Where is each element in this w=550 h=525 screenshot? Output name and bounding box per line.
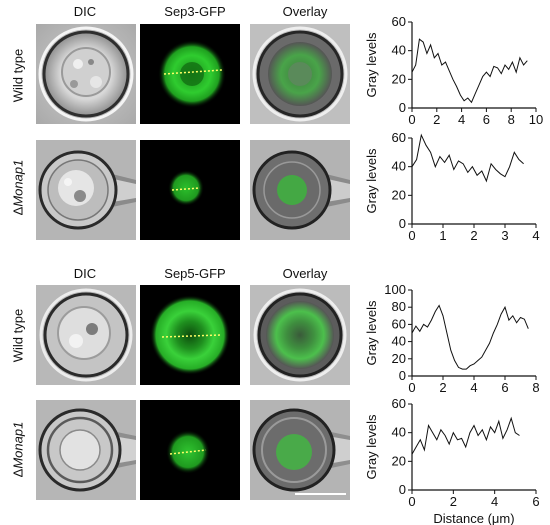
- x-tick-label: 2: [470, 228, 477, 243]
- row-label-wild-type-a: Wild type: [10, 48, 26, 103]
- y-tick-label: 60: [392, 396, 406, 411]
- y-tick-label: 20: [392, 187, 406, 202]
- row-label-monap1-a: ΔMonap1: [10, 159, 26, 216]
- x-tick-label: 2: [433, 112, 440, 127]
- series-line: [411, 133, 524, 183]
- x-tick-label: 4: [532, 228, 539, 243]
- overlay-image-wildtype-sep5: [250, 285, 350, 385]
- x-tick-label: 8: [532, 380, 539, 395]
- y-tick-label: 60: [392, 14, 406, 29]
- x-tick-label: 0: [408, 112, 415, 127]
- dic-image-monap1-sep5: [36, 400, 136, 500]
- dic-image-wildtype-sep3: [36, 24, 136, 124]
- gray-level-plot-3: 0 20 40 60 80 100 0 2 4 6 8 Gray levels: [360, 282, 550, 395]
- x-tick-label: 6: [501, 380, 508, 395]
- y-tick-label: 0: [399, 216, 406, 231]
- overlay-image-wildtype-sep3: [250, 24, 350, 124]
- y-tick-label: 0: [399, 100, 406, 115]
- x-tick-label: 1: [439, 228, 446, 243]
- x-tick-label: 6: [483, 112, 490, 127]
- y-tick-label: 80: [392, 299, 406, 314]
- x-tick-label: 2: [450, 494, 457, 509]
- row-label-monap1-b: ΔMonap1: [10, 421, 26, 478]
- series-line: [411, 38, 528, 104]
- x-tick-label: 10: [529, 112, 543, 127]
- column-header-overlay-a: Overlay: [282, 4, 328, 19]
- x-tick-label: 0: [408, 380, 415, 395]
- y-tick-label: 40: [392, 334, 406, 349]
- x-tick-label: 4: [458, 112, 465, 127]
- series-line: [411, 416, 520, 455]
- y-tick-label: 0: [399, 482, 406, 497]
- y-axis-label: Gray levels: [364, 32, 379, 98]
- column-header-overlay-b: Overlay: [282, 266, 328, 281]
- x-tick-label: 4: [491, 494, 498, 509]
- x-tick-label: 2: [439, 380, 446, 395]
- x-tick-label: 0: [408, 494, 415, 509]
- x-axis-label: Distance (μm): [433, 511, 514, 525]
- gray-level-plot-1: 0 20 40 60 0 2 4 6 8 10 Gray levels: [360, 14, 550, 127]
- y-tick-label: 0: [399, 368, 406, 383]
- gfp-image-monap1-sep3: [140, 140, 240, 240]
- y-axis-label: Gray levels: [364, 414, 379, 480]
- y-tick-label: 100: [384, 282, 406, 297]
- x-tick-label: 8: [508, 112, 515, 127]
- overlay-image-monap1-sep5: [250, 400, 350, 500]
- overlay-image-monap1-sep3: [250, 140, 350, 240]
- y-axis-label: Gray levels: [364, 148, 379, 214]
- column-header-dic-a: DIC: [73, 4, 97, 19]
- x-tick-label: 0: [408, 228, 415, 243]
- gray-level-plot-4: 0 20 40 60 0 2 4 6 Gray levels Distance (μm): [360, 396, 550, 525]
- column-header-gfp-b: Sep5-GFP: [164, 266, 226, 281]
- y-tick-label: 20: [392, 453, 406, 468]
- series-line: [411, 304, 529, 370]
- gfp-image-wildtype-sep5: [140, 285, 240, 385]
- gray-level-plot-2: 0 20 40 60 0 1 2 3 4 Gray levels: [360, 130, 550, 243]
- x-tick-label: 3: [501, 228, 508, 243]
- x-tick-label: 4: [470, 380, 477, 395]
- x-tick-label: 6: [532, 494, 539, 509]
- y-tick-label: 40: [392, 425, 406, 440]
- y-tick-label: 20: [392, 351, 406, 366]
- column-header-dic-b: DIC: [73, 266, 97, 281]
- gfp-image-monap1-sep5: [140, 400, 240, 500]
- dic-image-wildtype-sep5: [36, 285, 136, 385]
- y-tick-label: 40: [392, 159, 406, 174]
- column-header-gfp-a: Sep3-GFP: [164, 4, 226, 19]
- y-tick-label: 60: [392, 130, 406, 145]
- y-axis-label: Gray levels: [364, 300, 379, 366]
- gfp-image-wildtype-sep3: [140, 24, 240, 124]
- row-label-wild-type-b: Wild type: [10, 308, 26, 363]
- y-tick-label: 20: [392, 71, 406, 86]
- y-tick-label: 60: [392, 316, 406, 331]
- dic-image-monap1-sep3: [36, 140, 136, 240]
- y-tick-label: 40: [392, 43, 406, 58]
